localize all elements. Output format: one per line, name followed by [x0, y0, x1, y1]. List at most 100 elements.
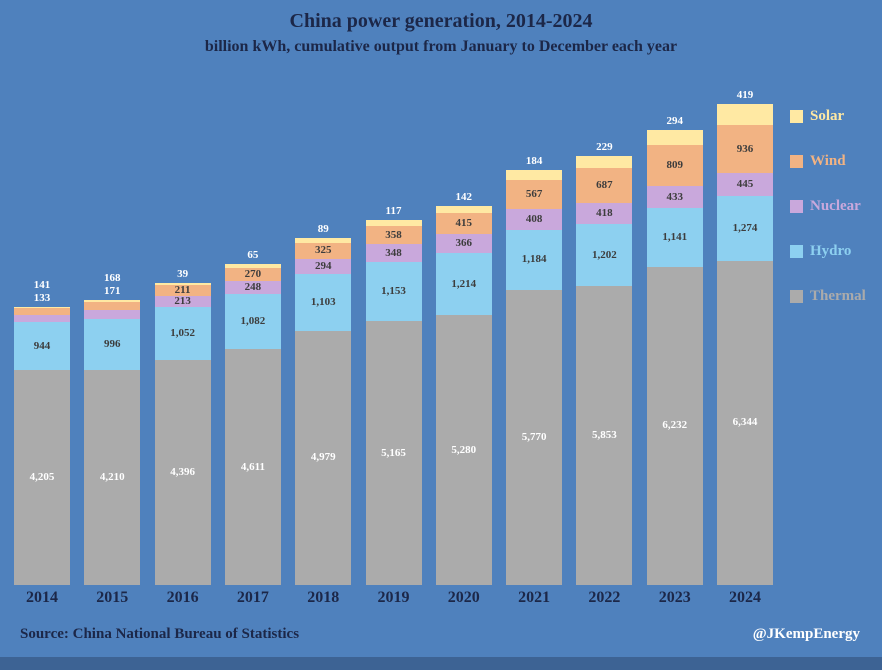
segment-thermal-2024 [717, 260, 773, 585]
x-axis-label-2016: 2016 [166, 589, 199, 606]
segment-wind-2018 [295, 242, 352, 260]
x-axis-label-2023: 2023 [658, 589, 691, 606]
value-label-thermal-2014: 4,205 [29, 471, 55, 484]
segment-solar-2022 [576, 156, 633, 168]
segment-hydro-2020 [435, 253, 492, 316]
segment-hydro-2018 [295, 274, 352, 331]
legend-label-thermal: Thermal [810, 288, 866, 304]
value-label-nuclear-2015: 171 [104, 285, 121, 298]
value-label-wind-2019: 358 [385, 228, 402, 241]
segment-wind-2016 [154, 284, 211, 296]
value-label-solar-2024: 419 [736, 88, 754, 101]
value-label-solar-2016: 39 [177, 267, 189, 280]
value-label-solar-2020: 142 [455, 190, 473, 203]
segment-hydro-2016 [154, 306, 211, 361]
value-label-wind-2024: 936 [736, 142, 754, 155]
segment-thermal-2020 [435, 315, 492, 585]
legend-item-wind: Wind [790, 153, 866, 170]
segment-wind-2014 [14, 307, 70, 316]
segment-nuclear-2019 [365, 244, 422, 263]
value-label-nuclear-2016: 213 [174, 294, 191, 307]
legend-item-solar: Solar [790, 108, 866, 125]
bottom-strip [0, 657, 882, 670]
legend-swatch-wind [790, 155, 803, 168]
segment-solar-2014 [14, 306, 70, 308]
value-label-wind-2016: 211 [174, 283, 191, 296]
segment-solar-2019 [365, 220, 422, 227]
legend-label-solar: Solar [810, 108, 845, 124]
segment-hydro-2017 [224, 294, 281, 350]
value-label-hydro-2018: 1,103 [310, 295, 336, 308]
segment-wind-2021 [506, 179, 563, 209]
value-label-solar-2019: 117 [385, 205, 402, 218]
legend-swatch-nuclear [790, 200, 803, 213]
segment-wind-2023 [646, 144, 703, 187]
segment-hydro-2014 [14, 321, 70, 371]
value-label-thermal-2019: 5,165 [381, 446, 406, 459]
value-label-hydro-2024: 1,274 [732, 221, 758, 234]
value-label-solar-2022: 229 [596, 141, 613, 154]
segment-wind-2017 [224, 267, 281, 282]
segment-wind-2024 [717, 125, 773, 173]
x-axis-label-2019: 2019 [377, 589, 410, 606]
segment-hydro-2015 [84, 318, 141, 370]
legend: Solar Wind Nuclear Hydro Thermal [790, 108, 866, 333]
segment-hydro-2022 [576, 224, 633, 286]
x-axis-label-2024: 2024 [729, 589, 761, 606]
value-label-nuclear-2022: 418 [596, 207, 613, 220]
segment-wind-2020 [435, 213, 492, 235]
x-axis-label-2014: 2014 [26, 589, 58, 606]
value-label-hydro-2014: 944 [33, 339, 51, 352]
value-label-hydro-2022: 1,202 [592, 248, 617, 261]
value-label-wind-2015: 168 [104, 272, 121, 285]
segment-nuclear-2018 [295, 259, 352, 275]
value-label-hydro-2015: 996 [104, 337, 121, 350]
value-label-thermal-2022: 5,853 [592, 428, 617, 441]
segment-thermal-2017 [224, 349, 281, 585]
legend-item-nuclear: Nuclear [790, 198, 866, 215]
value-label-solar-2018: 89 [317, 223, 329, 236]
legend-swatch-hydro [790, 245, 803, 258]
value-label-thermal-2017: 4,611 [240, 460, 265, 473]
value-label-nuclear-2020: 366 [455, 237, 473, 250]
segment-thermal-2015 [84, 369, 141, 585]
segment-hydro-2023 [646, 208, 703, 267]
segment-solar-2015 [84, 300, 141, 302]
value-label-thermal-2020: 5,280 [451, 443, 477, 456]
value-label-solar-2017: 65 [247, 249, 259, 262]
segment-solar-2021 [506, 170, 563, 180]
value-label-wind-2023: 809 [666, 158, 683, 171]
value-label-wind-2022: 687 [596, 179, 613, 192]
legend-swatch-solar [790, 110, 803, 123]
segment-nuclear-2015 [84, 310, 141, 319]
segment-nuclear-2014 [14, 315, 70, 322]
segment-thermal-2022 [576, 285, 633, 585]
x-axis-label-2018: 2018 [307, 589, 340, 606]
segment-nuclear-2023 [646, 186, 703, 209]
segment-wind-2022 [576, 168, 633, 204]
x-axis-label-2021: 2021 [518, 589, 551, 606]
value-label-hydro-2021: 1,184 [521, 253, 547, 266]
segment-hydro-2024 [717, 195, 773, 261]
segment-solar-2020 [435, 205, 492, 214]
value-label-wind-2021: 567 [525, 187, 543, 200]
value-label-hydro-2016: 1,052 [170, 326, 195, 339]
value-label-wind-2018: 325 [314, 244, 332, 257]
chart-title: China power generation, 2014-2024 [289, 10, 593, 32]
credit-handle: @JKempEnergy [752, 626, 860, 642]
legend-swatch-thermal [790, 290, 803, 303]
value-label-wind-2017: 270 [244, 268, 262, 281]
value-label-wind-2020: 415 [455, 217, 473, 230]
value-label-thermal-2021: 5,770 [521, 431, 547, 444]
x-axis-label-2022: 2022 [588, 589, 621, 606]
segment-thermal-2014 [14, 370, 70, 585]
value-label-thermal-2024: 6,344 [732, 416, 758, 429]
value-label-nuclear-2017: 248 [244, 281, 262, 294]
value-label-nuclear-2021: 408 [525, 212, 543, 225]
value-label-wind-2014: 141 [33, 278, 51, 291]
source-note: Source: China National Bureau of Statist… [20, 626, 300, 642]
segment-nuclear-2021 [506, 208, 563, 230]
segment-thermal-2021 [506, 290, 563, 585]
